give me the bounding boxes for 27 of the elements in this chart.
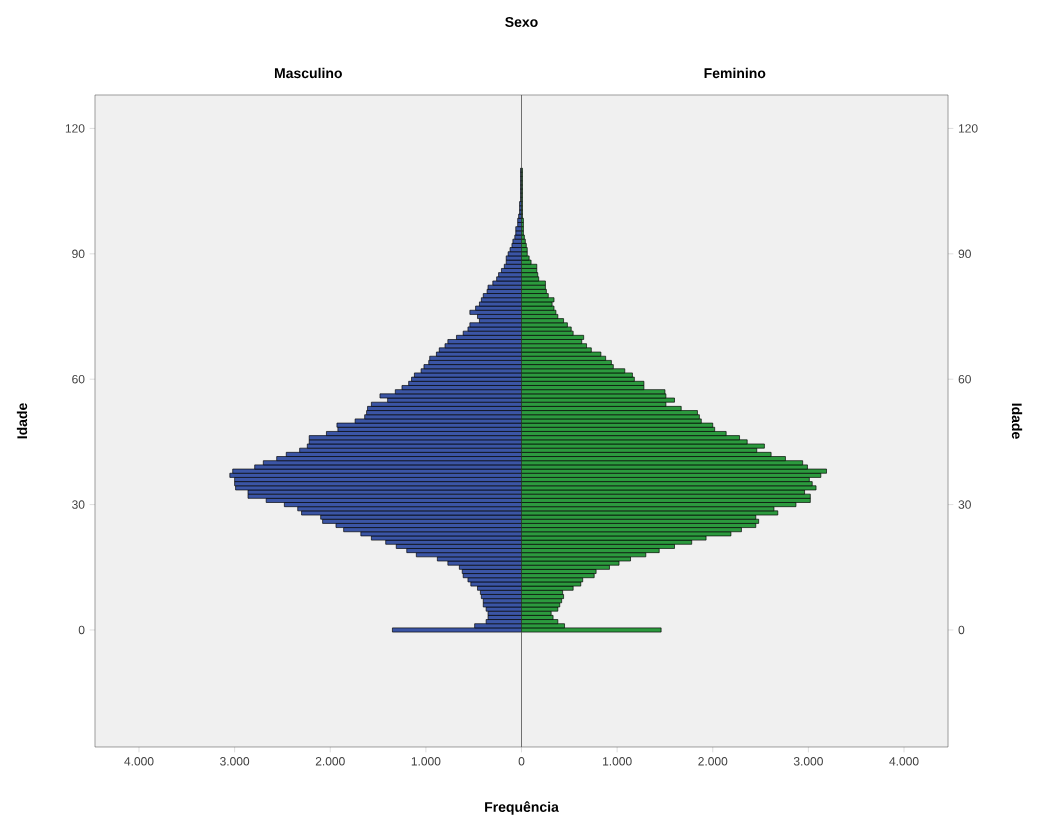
x-tick-label: 2.000	[698, 757, 728, 766]
x-tick-label: 2.000	[315, 757, 345, 766]
y-tick-label: 90	[958, 249, 971, 259]
bar	[515, 230, 522, 236]
x-tick-label: 4.000	[124, 757, 154, 766]
y-tick-label: 90	[72, 249, 85, 259]
text: Sexo	[505, 17, 538, 27]
chart-title: Feminino	[704, 67, 766, 79]
y-axis-title: Idade	[1011, 403, 1023, 439]
y-tick-label: 60	[72, 374, 85, 384]
x-tick-label: 3.000	[793, 757, 823, 766]
x-tick-label: 3.000	[220, 757, 250, 766]
chart-title: Masculino	[274, 67, 342, 79]
x-tick-label: 4.000	[889, 757, 919, 766]
y-tick-label: 120	[958, 124, 978, 133]
y-tick-label: 0	[78, 625, 85, 635]
x-tick-label: 0	[518, 757, 525, 766]
y-tick-label: 60	[958, 374, 971, 384]
x-tick-label: 1.000	[603, 757, 632, 766]
y-axis-title: Idade	[16, 403, 28, 439]
y-tick-label: 120	[65, 124, 85, 133]
y-tick-label: 0	[958, 625, 965, 635]
x-axis-title: Frequência	[485, 801, 559, 815]
x-tick-label: 1.000	[411, 757, 441, 766]
bar	[515, 226, 522, 232]
y-tick-label: 30	[72, 500, 85, 509]
y-tick-label: 30	[958, 500, 971, 509]
